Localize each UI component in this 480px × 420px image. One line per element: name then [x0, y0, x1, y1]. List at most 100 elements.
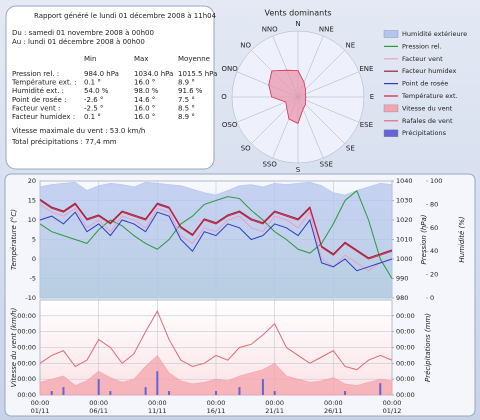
- y-tick-label: 00:00: [17, 344, 36, 352]
- y2-tick-label: 1030: [396, 197, 413, 205]
- x-tick-time: 00:00: [148, 399, 167, 407]
- y3-axis-title: Humidité (%): [458, 216, 466, 263]
- report-cell: 16.0 °: [134, 79, 155, 87]
- area: [39, 181, 393, 299]
- legend-label: Température ext.: [401, 92, 458, 100]
- report: Rapport généré le lundi 01 décembre 2008…: [11, 12, 217, 146]
- direction-label: SSO: [262, 160, 277, 168]
- legend-label: Facteur humidex: [402, 67, 456, 75]
- direction-label: SSE: [320, 160, 333, 168]
- spoke: [297, 71, 360, 98]
- y2-tick-label: 1000: [396, 255, 413, 263]
- area: [39, 354, 393, 396]
- report-row-label: Température ext. :: [11, 79, 76, 87]
- direction-label: NNO: [262, 26, 278, 34]
- x-tick-label: 26/11: [324, 407, 343, 415]
- direction-label: NO: [240, 41, 251, 49]
- legend-label: Facteur vent: [402, 55, 443, 63]
- report-to: Au : lundi 01 décembre 2008 à 00h00: [12, 38, 145, 46]
- report-cell: 7.5 °: [178, 96, 195, 104]
- legend-label: Précipitations: [402, 129, 447, 137]
- bar: [215, 391, 217, 395]
- y-tick-label: 00:00: [17, 312, 36, 320]
- y2-tick-label: 00:00: [396, 328, 415, 336]
- spoke: [297, 96, 360, 123]
- bar: [156, 371, 159, 395]
- line: [39, 309, 393, 371]
- bar: [261, 379, 264, 395]
- report-row-label: Humidité ext. :: [12, 87, 64, 95]
- direction-label: SO: [241, 145, 251, 153]
- report-cell: 1034.0 hPa: [134, 70, 173, 78]
- direction-label: N: [295, 20, 300, 28]
- legend-swatch: [383, 129, 399, 137]
- wind-rose: [268, 69, 307, 124]
- legend-label: Point de rosée: [402, 80, 448, 88]
- direction-label: NNE: [319, 26, 334, 34]
- y-tick-label: 20: [28, 177, 36, 185]
- bar: [238, 387, 241, 395]
- report-row-label: Point de rosée :: [12, 96, 66, 104]
- report-cell: 91.6 %: [178, 87, 203, 95]
- report-cell: 984.0 hPa: [84, 70, 119, 78]
- line: [39, 189, 393, 279]
- y2-tick-label: 980: [396, 294, 408, 302]
- y3-tick-label: 80: [430, 200, 438, 208]
- x-tick-label: 01/12: [383, 407, 402, 415]
- line: [39, 211, 393, 272]
- report-cell: 0.1 °: [84, 113, 101, 121]
- legend-label: Humidité extérieure: [402, 30, 467, 38]
- y-tick-label: 00:00: [17, 391, 36, 399]
- legend-swatch: [383, 104, 399, 113]
- y2-tick-label: 00:00: [396, 312, 415, 320]
- report-from: Du : samedi 01 novembre 2008 à 00h00: [12, 29, 154, 37]
- report-cell: 8.9 °: [178, 113, 195, 121]
- y2-axis-title: Précipitations (mm): [424, 313, 432, 382]
- line: [39, 198, 393, 259]
- report-cell: 1015.5 hPa: [178, 70, 217, 78]
- report-cell: 54.0 %: [84, 87, 109, 95]
- bar: [144, 387, 147, 395]
- report-panel: [5, 5, 215, 170]
- direction-label: ESE: [360, 121, 373, 129]
- y-tick-label: -10: [25, 294, 36, 302]
- max-wind: Vitesse maximale du vent : 53.0 km/h: [12, 127, 145, 135]
- report-cell: 8.5 °: [178, 104, 195, 112]
- direction-label: O: [221, 93, 227, 101]
- bar: [62, 387, 65, 395]
- x-tick-label: 06/11: [89, 407, 108, 415]
- report-cell: 14.6 °: [134, 96, 155, 104]
- bar: [273, 391, 276, 395]
- chart-title: Vents dominants: [264, 9, 331, 18]
- direction-label: SE: [346, 145, 355, 153]
- legend-label: Rafales de vent: [402, 117, 453, 125]
- report-cell: 16.0 °: [134, 113, 155, 121]
- bar: [344, 391, 347, 395]
- report-title: Rapport généré le lundi 01 décembre 2008…: [34, 12, 217, 20]
- x-tick-time: 00:00: [324, 399, 343, 407]
- report-cell: 16.0 °: [134, 104, 155, 112]
- x-tick-time: 00:00: [31, 399, 50, 407]
- y-tick-label: 00:00: [17, 359, 36, 367]
- legend-swatch: [383, 30, 399, 38]
- y-axis-title: Température (°C): [10, 209, 18, 270]
- report-cell: 98.0 %: [134, 87, 159, 95]
- x-tick-time: 00:00: [89, 399, 108, 407]
- report-cell: -2.5 °: [84, 104, 103, 112]
- x-tick-label: 16/11: [207, 407, 226, 415]
- total-rain: Total précipitations : 77,4 mm: [11, 138, 117, 146]
- direction-label: S: [296, 166, 301, 174]
- report-row-label: Facteur humidex :: [12, 113, 75, 121]
- column-header: Moyenne: [178, 55, 210, 63]
- report-row-label: Facteur vent :: [12, 104, 60, 112]
- column-header: Max: [134, 55, 148, 63]
- column-header: Min: [84, 55, 96, 63]
- direction-label: ENE: [359, 65, 373, 73]
- x-tick-label: 21/11: [265, 407, 284, 415]
- y2-tick-label: 1010: [396, 236, 413, 244]
- y-tick-label: 00:00: [17, 375, 36, 383]
- legend-label: Vitesse du vent: [402, 104, 453, 112]
- x-tick-label: 11/11: [148, 407, 167, 415]
- x-tick-time: 00:00: [383, 399, 402, 407]
- bar: [168, 391, 171, 395]
